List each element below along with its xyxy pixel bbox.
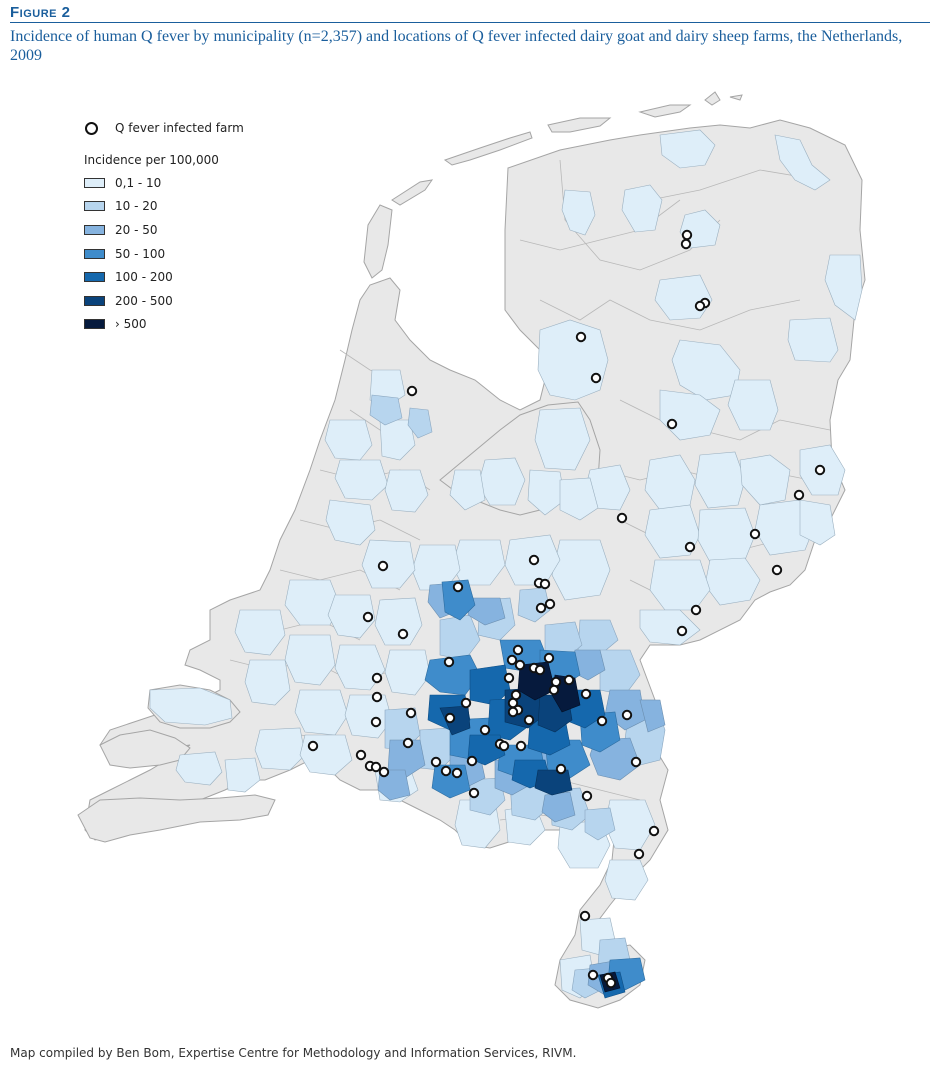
infected-farms (307, 229, 826, 989)
simonszand (729, 94, 743, 101)
legend-class-row: 50 - 100 (84, 242, 244, 266)
legend-class-label: 0,1 - 10 (115, 175, 162, 190)
legend-class-row: 20 - 50 (84, 218, 244, 242)
legend-class-label: 20 - 50 (115, 222, 158, 237)
figure-caption: Incidence of human Q fever by municipali… (10, 28, 903, 64)
legend-swatch (84, 248, 105, 259)
map-legend: Q fever infected farm Incidence per 100,… (84, 118, 244, 336)
legend-classes: 0,1 - 10 10 - 20 20 - 50 50 - 100 100 - 200 2… (84, 171, 244, 336)
legend-class-row: 100 - 200 (84, 265, 244, 289)
municipalities-incidence-0-10 (149, 129, 863, 999)
legend-class-label: › 500 (115, 317, 147, 332)
legend-class-label: 50 - 100 (115, 246, 166, 261)
legend-class-row: 200 - 500 (84, 289, 244, 313)
legend-farm-label: Q fever infected farm (115, 121, 244, 135)
legend-swatch (84, 177, 105, 188)
legend-class-label: 200 - 500 (115, 293, 173, 308)
legend-class-label: 100 - 200 (115, 270, 173, 285)
terschelling (443, 131, 533, 166)
rottumeroog (704, 91, 721, 106)
legend-swatch (84, 295, 105, 306)
legend-class-row: 10 - 20 (84, 195, 244, 219)
map-source-note: Map compiled by Ben Bom, Expertise Centr… (10, 1046, 577, 1060)
legend-class-row: › 500 (84, 313, 244, 337)
legend-incidence-title: Incidence per 100,000 (84, 153, 219, 167)
legend-farm-row: Q fever infected farm (84, 118, 244, 138)
schiermonnikoog (638, 104, 692, 118)
legend-swatch (84, 201, 105, 212)
texel (363, 204, 393, 279)
legend-swatch (84, 319, 105, 330)
legend-swatch (84, 272, 105, 283)
farm-marker-icon (85, 121, 98, 135)
vlieland (391, 179, 434, 206)
legend-class-label: 10 - 20 (115, 199, 158, 214)
municipalities-incidence-10-20 (369, 394, 666, 999)
legend-swatch (84, 224, 105, 235)
figure-label: Figure 2 (10, 4, 71, 21)
zeeland-mid (99, 729, 191, 769)
municipalities-incidence-over-500 (517, 661, 621, 993)
ameland (547, 117, 612, 133)
legend-class-row: 0,1 - 10 (84, 171, 244, 195)
figure-rule (10, 22, 930, 23)
zeeland-south (77, 794, 276, 843)
